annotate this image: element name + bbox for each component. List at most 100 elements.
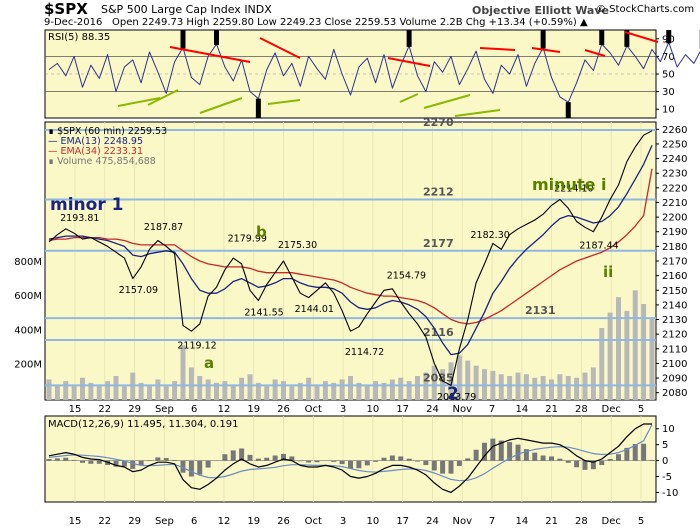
price-y-tick-label: 2100 [662,359,687,370]
macd-histogram-bar [172,459,178,461]
volume-bar [549,379,554,400]
macd-histogram-bar [465,458,471,461]
volume-bar [230,384,236,400]
price-level-label: 2085 [423,371,454,384]
wave-label-minor-1: minor 1 [50,195,123,215]
volume-bar [649,317,655,400]
ema13-line [48,145,653,356]
rsi-overbought-fill [180,30,186,49]
macd-x-tick-label: 26 [277,516,290,527]
rsi-trendline-red [387,57,431,67]
volume-bar [431,365,437,400]
volume-bar [607,312,613,400]
price-value-label: 2119.12 [177,340,216,351]
macd-histogram-bar [197,460,203,475]
volume-bar [306,377,312,400]
macd-histogram-bar [574,460,580,468]
volume-bar [523,374,529,400]
price-level-label: 2270 [423,116,454,129]
volume-bar [272,379,278,400]
price-y-tick-label: 2200 [662,213,687,224]
macd-histogram-bar [239,448,245,461]
volume-tick-label: 400M [14,325,42,336]
macd-histogram-bar [632,444,638,461]
volume-bar [348,376,353,400]
macd-x-tick-label: Sep [155,516,174,527]
quote-line: Open 2249.73 High 2259.80 Low 2249.23 Cl… [112,17,588,28]
macd-histogram-bar [415,460,420,462]
volume-bar [96,384,102,400]
macd-x-tick-label: 17 [396,516,409,527]
price-y-tick-label: 2120 [662,330,687,341]
price-y-tick-label: 2220 [662,183,687,194]
rsi-overbought-fill [540,30,546,49]
price-x-tick-label: 28 [575,404,588,415]
macd-histogram-bar [373,460,379,462]
macd-y-tick-label: -10 [662,488,678,499]
rsi-trendline-green [399,93,419,103]
price-y-tick-label: 2140 [662,300,687,311]
macd-histogram-bar [71,459,77,461]
price-value-label: 2214.10 [554,183,593,194]
price-panel-frame [44,121,657,401]
macd-x-tick-label: 21 [545,516,558,527]
rsi-trendline-red [624,31,659,43]
wave-label-wave-a: a [204,354,214,372]
volume-bar [105,381,111,400]
volume-bar [339,379,345,400]
price-y-tick-label: 2250 [662,139,687,150]
macd-x-tick-label: 12 [218,516,231,527]
macd-histogram-bar [532,452,538,461]
price-value-label: 2114.72 [345,347,384,358]
volume-bar [624,310,630,400]
rsi-trendline-red [169,46,251,63]
price-value-label: 2175.30 [278,240,317,251]
macd-histogram-bar [607,459,613,461]
volume-bar [205,379,211,400]
macd-histogram-bar [264,457,270,461]
macd-panel: 15 22 29 Sep 6 12 19 26 Oct 3 10 17 24 Nov 7 14 21 28 Dec 5… [44,415,678,527]
volume-bar [247,374,253,400]
macd-panel-frame [44,415,657,503]
macd-histogram-bar [113,460,119,467]
price-x-tick-label: Sep [155,404,174,415]
price-x-tick-label: 14 [515,404,528,415]
macd-histogram-bar [130,460,136,469]
macd-histogram-bar [557,458,563,461]
volume-bar [473,365,479,400]
volume-bar [197,376,203,400]
macd-histogram-bar [297,460,303,462]
macd-histogram-bar [473,449,479,461]
volume-bar [71,386,77,400]
macd-histogram-bar [482,442,487,461]
macd-histogram-bar [230,450,236,461]
price-line [48,130,653,386]
macd-histogram-bar [155,457,161,461]
macd-x-tick-label: 14 [515,516,528,527]
wave-label-wave-ii: ii [603,263,613,281]
macd-histogram-bar [247,454,253,461]
macd-x-tick-label: 15 [69,516,82,527]
price-value-label: 2144.01 [295,304,334,315]
price-x-tick-label: 7 [489,404,495,415]
macd-histogram-bar [222,454,228,461]
macd-histogram-bar [80,460,85,463]
macd-histogram-bar [348,460,353,469]
macd-histogram-bar [54,458,60,461]
price-legend-entry: — EMA(34) 2233.31 [48,146,143,157]
volume-bar [297,382,303,400]
rsi-y-tick-label: 30 [662,87,675,98]
volume-bar [448,362,454,400]
price-value-label: 2187.87 [144,222,183,233]
macd-histogram-bar [624,447,630,461]
rsi-trendline-red [584,49,606,57]
rsi-y-tick-label: 50 [662,70,675,81]
macd-histogram-bar [381,457,387,461]
macd-y-tick-label: 0 [662,456,668,467]
rsi-title: RSI(5) 88.35 [48,32,110,43]
index-name: S&P 500 Large Cap Index INDX [101,3,272,16]
price-y-tick-label: 2210 [662,198,687,209]
price-x-tick-label: Nov [452,404,472,415]
price-y-tick-label: 2080 [662,388,687,399]
